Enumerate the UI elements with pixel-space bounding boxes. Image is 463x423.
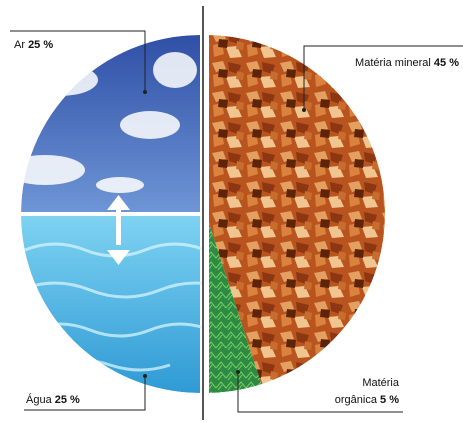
double-arrow-icon: [107, 195, 130, 265]
leader-dot-agua: [143, 374, 147, 378]
label-materia-organica-line1: Matéria: [362, 377, 400, 389]
label-materia-mineral: Matéria mineral 45 %: [355, 57, 459, 69]
leader-dot-ar: [143, 90, 147, 94]
label-materia-organica: orgânica 5 %: [335, 394, 399, 406]
leader-dot-organica: [236, 370, 240, 374]
pie-slice-agua: [21, 214, 200, 393]
leader-line-organica: [237, 372, 403, 413]
leader-dot-mineral: [302, 108, 306, 112]
leader-line-ar: [10, 30, 146, 92]
label-ar: Ar 25 %: [14, 39, 53, 51]
pie-slice-materia-organica: [209, 214, 262, 393]
leader-line-mineral: [303, 45, 463, 110]
pie-slice-materia-mineral: [209, 35, 385, 385]
water-texture: [21, 242, 203, 372]
leader-line-agua: [24, 376, 146, 411]
label-agua: Água 25 %: [26, 393, 80, 406]
